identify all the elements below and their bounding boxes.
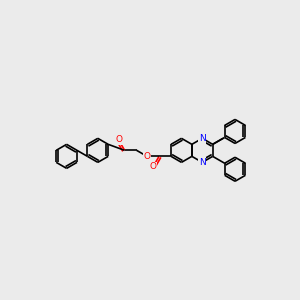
Text: O: O (143, 152, 151, 161)
Text: O: O (149, 162, 157, 171)
Text: N: N (199, 134, 206, 143)
Text: O: O (115, 135, 122, 144)
Text: N: N (199, 158, 206, 167)
